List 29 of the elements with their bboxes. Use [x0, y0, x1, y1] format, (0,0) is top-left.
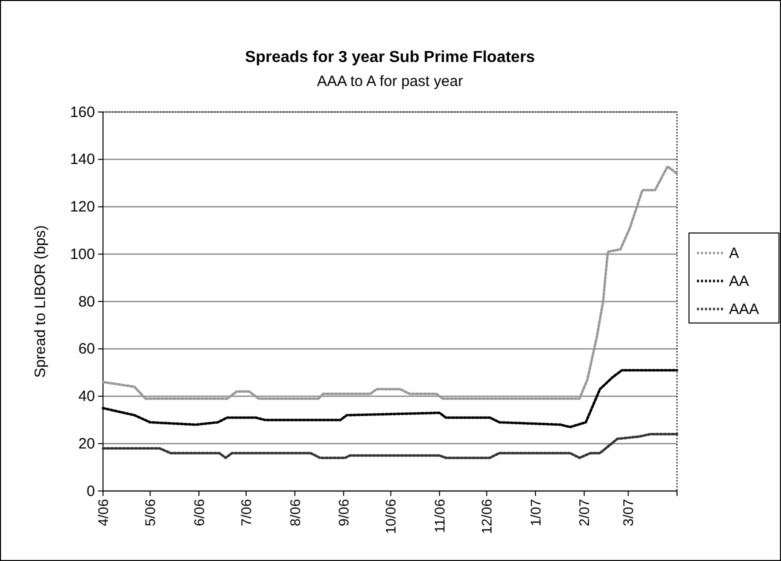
x-tick-label: 12/06 [478, 498, 495, 534]
x-tick-label: 5/06 [142, 498, 158, 526]
legend-label: AA [729, 273, 750, 290]
x-tick-label: 10/06 [382, 498, 399, 534]
chart-subtitle: AAA to A for past year [317, 73, 463, 90]
x-tick-label: 1/07 [527, 498, 544, 526]
legend-label: A [729, 245, 740, 262]
y-tick-label: 40 [78, 388, 95, 406]
line-series [102, 165, 678, 400]
x-tick-label: 9/06 [336, 498, 352, 526]
y-tick-label: 140 [70, 151, 95, 168]
y-tick-label: 120 [70, 198, 95, 216]
chart-title: Spreads for 3 year Sub Prime Floaters [245, 49, 536, 66]
y-tick-label: 0 [86, 482, 95, 500]
y-tick-label: 80 [78, 293, 95, 310]
x-tick-label: 4/06 [94, 498, 111, 526]
x-tick-label: 8/06 [286, 498, 303, 526]
y-axis-title: Spread to LIBOR (bps) [32, 225, 49, 378]
x-tick-label: 6/06 [190, 498, 207, 526]
line-series [102, 432, 678, 460]
y-tick-label: 20 [78, 435, 95, 452]
x-tick-label: 11/06 [431, 498, 448, 533]
x-tick-label: 3/07 [620, 498, 636, 526]
x-tick-label: 2/07 [576, 498, 592, 526]
y-tick-label: 100 [70, 246, 95, 263]
y-tick-label: 60 [78, 340, 95, 358]
legend-label: AAA [729, 301, 760, 318]
x-tick-label: 7/06 [238, 498, 254, 526]
y-tick-label: 160 [70, 104, 95, 121]
